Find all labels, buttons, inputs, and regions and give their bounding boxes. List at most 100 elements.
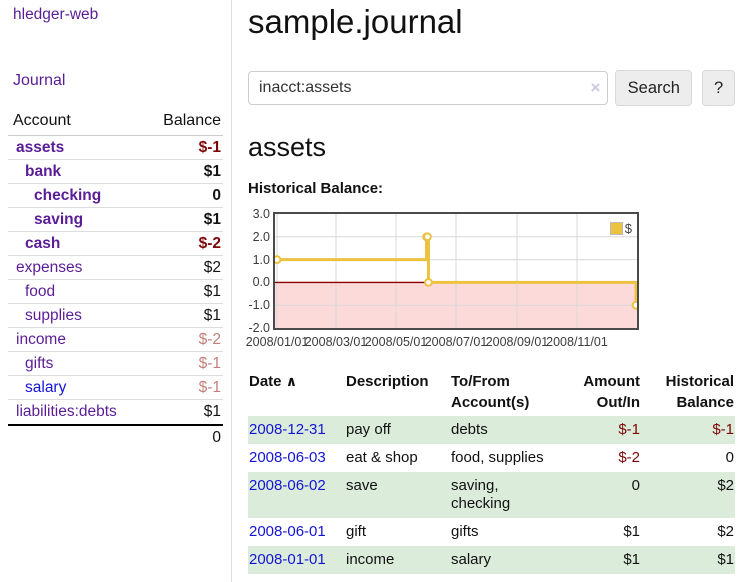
chart-plot-area: $ <box>272 212 641 333</box>
transaction-balance: $2 <box>717 523 734 540</box>
register-row: 2008-01-01 income salary $1 $1 <box>248 546 735 574</box>
sidebar-account-balance: $1 <box>203 307 221 324</box>
transaction-amount: $1 <box>623 523 640 540</box>
column-header-amount: Amount Out/In <box>583 373 640 411</box>
y-axis-tick-label: 0.0 <box>252 275 270 290</box>
y-axis-tick-label: 1.0 <box>252 252 270 267</box>
accounts-tree-header: Account Balance <box>8 110 223 136</box>
transaction-accounts: debts <box>451 421 488 438</box>
transaction-accounts: gifts <box>451 523 479 540</box>
sidebar-account-link[interactable]: expenses <box>16 259 83 276</box>
sidebar-account-row: checking 0 <box>8 184 223 208</box>
transaction-balance: $-1 <box>712 421 734 438</box>
register-row: 2008-12-31 pay off debts $-1 $-1 <box>248 416 735 444</box>
register-table: Date ∧ Description To/From Account(s) Am… <box>248 371 735 574</box>
transaction-accounts: food, supplies <box>451 449 544 466</box>
sidebar-account-link[interactable]: food <box>25 283 56 300</box>
sidebar-account-link[interactable]: income <box>16 331 66 348</box>
sidebar-account-row: food $1 <box>8 280 223 304</box>
transaction-description: income <box>346 551 395 568</box>
sidebar-account-row: salary $-1 <box>8 376 223 400</box>
sidebar: hledger-web Journal Account Balance asse… <box>0 0 232 582</box>
sidebar-account-balance: $1 <box>203 403 221 420</box>
help-button[interactable]: ? <box>702 70 735 106</box>
sidebar-account-balance: $-1 <box>198 139 221 156</box>
y-axis-tick-label: 3.0 <box>252 207 270 221</box>
legend-swatch-icon <box>609 222 623 235</box>
brand-link[interactable]: hledger-web <box>13 6 99 23</box>
transaction-balance: $1 <box>717 551 734 568</box>
accounts-tree: Account Balance assets $-1 bank $1 check… <box>8 110 223 447</box>
sidebar-account-link[interactable]: saving <box>34 211 84 228</box>
register-row: 2008-06-02 save saving, checking 0 $2 <box>248 472 735 518</box>
column-header-accounts: To/From Account(s) <box>451 373 530 411</box>
transaction-amount: 0 <box>631 477 640 494</box>
sidebar-account-link[interactable]: liabilities:debts <box>16 403 117 420</box>
sidebar-account-link[interactable]: cash <box>25 235 61 252</box>
transaction-date-link[interactable]: 2008-06-01 <box>249 523 326 540</box>
transaction-date-link[interactable]: 2008-01-01 <box>249 551 326 568</box>
sidebar-account-link[interactable]: supplies <box>25 307 82 324</box>
page-title: sample.journal <box>248 3 463 40</box>
chart-legend: $ <box>608 221 633 236</box>
y-axis-tick-label: -2.0 <box>248 321 270 335</box>
search-form: × Search ? <box>248 70 735 106</box>
search-button[interactable]: Search <box>615 70 693 106</box>
sidebar-account-balance: 0 <box>212 187 221 204</box>
x-axis-tick-label: 2008/03/01 <box>304 335 368 349</box>
x-axis-tick-label: 2008/09/01 <box>485 335 549 349</box>
transaction-amount: $1 <box>623 551 640 568</box>
sidebar-account-row: expenses $2 <box>8 256 223 280</box>
sidebar-account-row: liabilities:debts $1 <box>8 400 223 424</box>
transaction-date-link[interactable]: 2008-06-02 <box>249 477 326 494</box>
x-axis-tick-label: 2008/07/01 <box>424 335 488 349</box>
transaction-description: pay off <box>346 421 391 438</box>
transaction-description: eat & shop <box>346 449 418 466</box>
search-input[interactable] <box>248 71 609 105</box>
transaction-description: save <box>346 477 378 494</box>
chart-title: Historical Balance: <box>248 180 384 197</box>
clear-search-icon[interactable]: × <box>590 78 601 97</box>
sidebar-account-balance: $-1 <box>198 355 221 372</box>
column-header-balance: Historical Balance <box>665 373 734 411</box>
sidebar-account-balance: $2 <box>203 259 221 276</box>
sidebar-account-link[interactable]: checking <box>34 187 102 204</box>
register-header-row: Date ∧ Description To/From Account(s) Am… <box>248 371 735 416</box>
transaction-balance: 0 <box>725 449 734 466</box>
y-axis-tick-label: -1.0 <box>248 298 270 313</box>
main-content: sample.journal × Search ? assets Histori… <box>246 0 735 582</box>
sidebar-account-link[interactable]: bank <box>25 163 62 180</box>
sidebar-account-row: cash $-2 <box>8 232 223 256</box>
transaction-date-link[interactable]: 2008-12-31 <box>249 421 326 438</box>
transaction-balance: $2 <box>717 477 734 494</box>
sidebar-item-journal[interactable]: Journal <box>13 72 66 89</box>
sidebar-account-link[interactable]: salary <box>25 379 67 396</box>
sidebar-account-link[interactable]: assets <box>16 139 65 156</box>
x-axis-tick-label: 2008/11/01 <box>546 335 608 349</box>
sidebar-account-balance: $1 <box>203 211 221 228</box>
chart-canvas <box>272 214 641 333</box>
transaction-accounts: saving, checking <box>451 477 511 512</box>
sidebar-account-row: saving $1 <box>8 208 223 232</box>
legend-label: $ <box>624 221 632 236</box>
transaction-accounts: salary <box>451 551 492 568</box>
transaction-amount: $-2 <box>618 449 640 466</box>
search-box: × <box>248 71 609 105</box>
transaction-date-link[interactable]: 2008-06-03 <box>249 449 326 466</box>
sidebar-account-balance: $1 <box>203 163 221 180</box>
sidebar-account-balance: $1 <box>203 283 221 300</box>
accounts-column-header: Account <box>13 112 71 129</box>
register-row: 2008-06-01 gift gifts $1 $2 <box>248 518 735 546</box>
transaction-description: gift <box>346 523 367 540</box>
column-header-date[interactable]: Date ∧ <box>249 373 298 390</box>
sidebar-account-link[interactable]: gifts <box>25 355 54 372</box>
accounts-total: 0 <box>8 424 223 447</box>
transaction-amount: $-1 <box>618 421 640 438</box>
sidebar-account-balance: $-1 <box>198 379 221 396</box>
column-header-description: Description <box>346 373 429 390</box>
account-heading: assets <box>248 132 327 162</box>
x-axis-tick-label: 2008/01/01 <box>245 335 309 349</box>
balance-column-header: Balance <box>163 112 221 129</box>
sidebar-account-row: bank $1 <box>8 160 223 184</box>
sidebar-account-row: gifts $-1 <box>8 352 223 376</box>
